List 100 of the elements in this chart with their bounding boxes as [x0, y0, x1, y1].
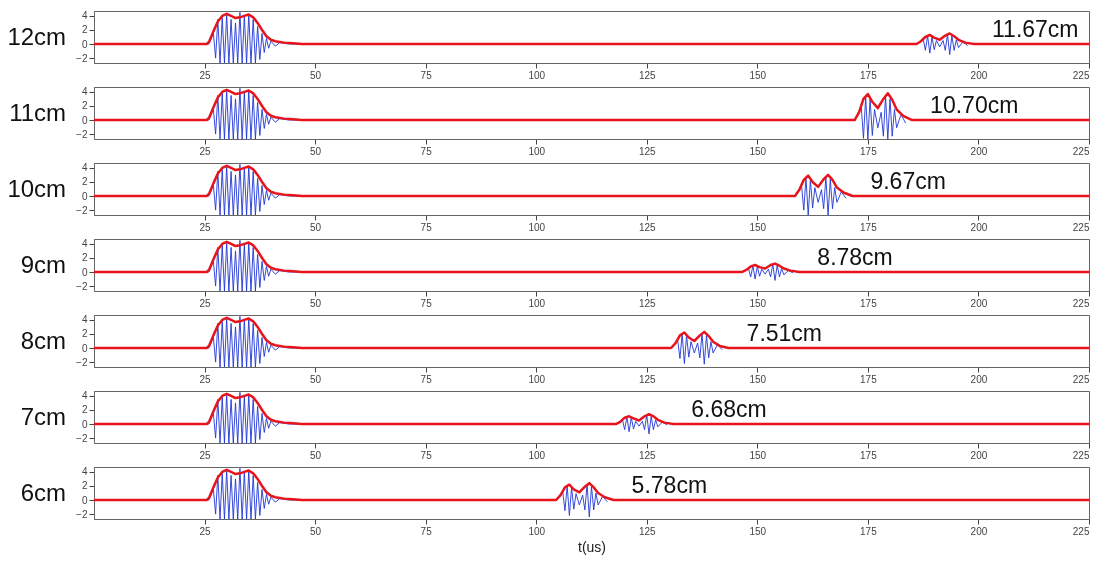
- y-axis-title: 7cm: [20, 402, 67, 430]
- x-tick-label: 200: [970, 69, 988, 81]
- y-tick-label: 2: [81, 328, 88, 340]
- y-axis-title: 9cm: [20, 250, 67, 278]
- x-tick-label: 50: [310, 297, 322, 309]
- x-tick-label: 225: [1072, 145, 1090, 157]
- x-tick-label: 100: [528, 525, 546, 537]
- x-tick-label: 75: [420, 449, 433, 461]
- y-tick-label: 2: [81, 404, 88, 416]
- x-tick-label: 175: [860, 449, 878, 461]
- x-tick-label: 75: [420, 373, 433, 385]
- x-tick-label: 100: [528, 373, 546, 385]
- x-tick-label: 25: [199, 69, 212, 81]
- line-series: [94, 12, 1089, 46]
- x-tick-label: 75: [420, 221, 433, 233]
- x-axis-title: t(us): [578, 538, 606, 555]
- x-tick-label: 150: [749, 69, 767, 81]
- annotation: 9.67cm: [870, 167, 946, 194]
- y-tick-label: −2: [76, 52, 88, 64]
- x-tick-label: 100: [528, 69, 546, 81]
- y-tick-label: 0: [81, 418, 88, 430]
- x-tick-label: 125: [638, 297, 657, 309]
- x-tick-label: 50: [310, 525, 322, 537]
- x-tick-label: 225: [1072, 449, 1090, 461]
- line-series: [94, 88, 1089, 122]
- x-tick-label: 150: [749, 373, 767, 385]
- x-tick-label: 175: [860, 69, 878, 81]
- x-tick-label: 225: [1072, 69, 1090, 81]
- x-tick-label: 100: [528, 297, 546, 309]
- x-tick-label: 175: [860, 221, 878, 233]
- x-tick-label: 200: [970, 297, 988, 309]
- y-tick-label: 2: [81, 480, 88, 492]
- x-tick-label: 125: [638, 221, 657, 233]
- annotation: 5.78cm: [631, 471, 708, 498]
- x-tick-label: 50: [310, 373, 322, 385]
- x-tick-label: 75: [420, 297, 433, 309]
- y-tick-label: 4: [81, 390, 88, 402]
- y-axis-title: 10cm: [7, 174, 67, 202]
- y-tick-label: −2: [76, 128, 88, 140]
- y-tick-label: −2: [76, 204, 88, 216]
- annotation: 8.78cm: [817, 243, 893, 270]
- y-tick-label: 4: [81, 238, 88, 250]
- y-axis-title: 6cm: [20, 478, 67, 506]
- x-tick-label: 25: [199, 373, 212, 385]
- y-tick-label: 0: [81, 342, 88, 354]
- y-tick-label: 0: [81, 114, 88, 126]
- x-tick-label: 175: [860, 297, 878, 309]
- y-tick-label: −2: [76, 356, 88, 368]
- x-tick-label: 200: [970, 145, 988, 157]
- x-tick-label: 100: [528, 449, 546, 461]
- x-tick-label: 200: [970, 373, 988, 385]
- x-tick-label: 125: [638, 373, 657, 385]
- x-tick-label: 150: [749, 297, 767, 309]
- x-tick-label: 25: [199, 145, 212, 157]
- x-tick-label: 225: [1072, 221, 1090, 233]
- annotation: 11.67cm: [992, 15, 1079, 42]
- x-tick-label: 200: [970, 221, 988, 233]
- x-tick-label: 25: [199, 525, 212, 537]
- x-tick-label: 25: [199, 221, 212, 233]
- y-tick-label: 4: [81, 314, 88, 326]
- x-tick-label: 150: [749, 525, 767, 537]
- line-series: [94, 468, 1089, 502]
- y-axis-title: 11cm: [9, 98, 67, 126]
- line-series: [94, 316, 1089, 350]
- x-tick-label: 75: [420, 525, 433, 537]
- x-tick-label: 200: [970, 449, 988, 461]
- x-tick-label: 150: [749, 145, 767, 157]
- y-tick-label: 0: [81, 266, 88, 278]
- y-tick-label: 2: [81, 252, 88, 264]
- x-tick-label: 50: [310, 449, 322, 461]
- y-tick-label: 4: [81, 162, 88, 174]
- annotation: 6.68cm: [691, 395, 767, 422]
- x-tick-label: 125: [638, 69, 657, 81]
- y-axis-title: 12cm: [7, 22, 67, 50]
- x-tick-label: 200: [970, 525, 988, 537]
- x-tick-label: 25: [199, 449, 212, 461]
- x-tick-label: 225: [1072, 373, 1090, 385]
- annotation: 10.70cm: [930, 91, 1019, 118]
- x-tick-label: 50: [310, 69, 322, 81]
- x-tick-label: 175: [860, 373, 878, 385]
- line-series: [94, 240, 1089, 274]
- x-tick-label: 225: [1072, 297, 1090, 309]
- x-tick-label: 150: [749, 449, 767, 461]
- x-tick-label: 175: [860, 145, 878, 157]
- x-tick-label: 125: [638, 145, 657, 157]
- y-axis-title: 8cm: [20, 326, 67, 354]
- y-tick-label: 2: [81, 176, 88, 188]
- y-tick-label: 0: [81, 494, 88, 506]
- y-tick-label: 4: [81, 466, 88, 478]
- annotation: 7.51cm: [746, 319, 823, 346]
- y-tick-label: 0: [81, 190, 88, 202]
- x-tick-label: 100: [528, 221, 546, 233]
- x-tick-label: 50: [310, 221, 322, 233]
- x-tick-label: 175: [860, 525, 878, 537]
- x-tick-label: 150: [749, 221, 767, 233]
- x-tick-label: 125: [638, 525, 657, 537]
- y-tick-label: −2: [76, 508, 88, 520]
- y-tick-label: 0: [81, 38, 88, 50]
- line-series: [94, 392, 1089, 426]
- y-tick-label: −2: [76, 280, 88, 292]
